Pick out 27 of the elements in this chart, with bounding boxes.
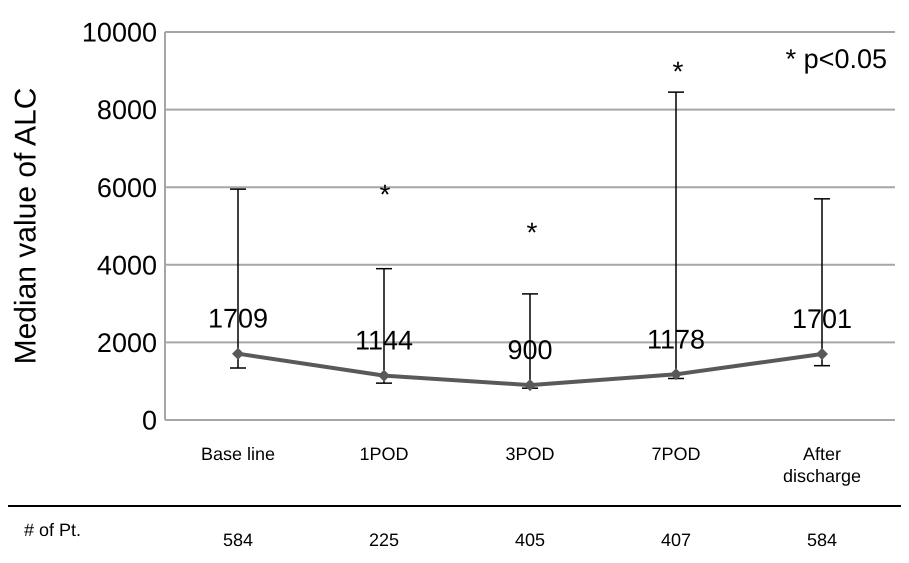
point bbox=[816, 348, 828, 360]
annotation: * p<0.05 bbox=[786, 44, 887, 75]
y-tick-label: 0 bbox=[142, 406, 157, 436]
text: 407 bbox=[660, 530, 692, 550]
text: # of Pt. bbox=[24, 520, 82, 541]
text: 225 bbox=[368, 530, 400, 550]
y-tick-label: 4000 bbox=[96, 250, 157, 280]
y-tick-label: 8000 bbox=[96, 95, 157, 126]
y-tick-label: 6000 bbox=[96, 172, 157, 203]
annotation: * bbox=[378, 179, 392, 211]
x-tick-label: 1POD bbox=[359, 444, 409, 464]
annotation: * bbox=[672, 56, 684, 88]
x-tick-label: After discharge bbox=[782, 444, 862, 486]
y-tick-label: 10000 bbox=[82, 18, 157, 48]
y-tick-label: 2000 bbox=[96, 328, 157, 358]
point bbox=[378, 370, 390, 382]
x-tick-label: 7POD bbox=[651, 444, 701, 464]
text: 584 bbox=[806, 530, 838, 550]
point bbox=[670, 368, 682, 380]
x-tick-label: Base line bbox=[200, 444, 276, 464]
point bbox=[232, 348, 244, 360]
text: 405 bbox=[514, 530, 546, 550]
point bbox=[524, 379, 536, 392]
x-tick-label: 3POD bbox=[505, 444, 555, 464]
annotation: * bbox=[526, 217, 538, 249]
text: 584 bbox=[222, 530, 254, 550]
y-axis-title: Median value of ALC bbox=[10, 88, 43, 364]
